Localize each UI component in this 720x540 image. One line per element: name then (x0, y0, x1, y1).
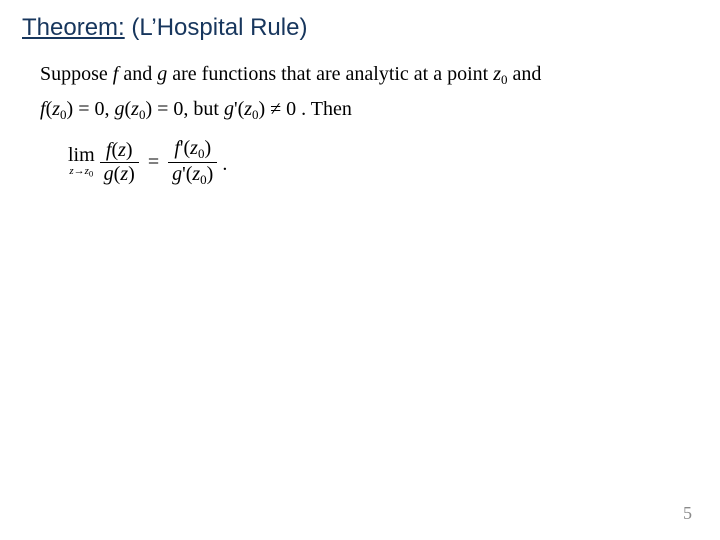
frac-left-num: f(z) (100, 140, 139, 163)
var-f: f (113, 63, 119, 85)
lim-sub: z→z0 (68, 166, 95, 178)
theorem-body: Suppose f and g are functions that are a… (22, 60, 698, 186)
limit-operator: lim z→z0 (68, 145, 95, 178)
var-z3: z (131, 98, 139, 120)
txt-rest1: are functions that are analytic at a poi… (172, 63, 493, 85)
fl-g: g (104, 163, 114, 185)
fl-rp2: ) (128, 163, 135, 185)
fl-rp: ) (126, 139, 133, 161)
frac-right: f'(z0) g'(z0) (168, 138, 217, 186)
frac-right-den: g'(z0) (168, 163, 217, 187)
sub-0a: 0 (501, 72, 508, 87)
txt-gz0: ) = 0, but (145, 98, 224, 120)
equals-sign: = (148, 148, 159, 176)
fr-rp: ) (204, 137, 211, 159)
eq-period: . (222, 150, 227, 178)
page-number: 5 (683, 503, 692, 524)
fr-z: z (190, 137, 198, 159)
txt-and1: and (123, 63, 157, 85)
fr-z2: z (192, 163, 200, 185)
title-underlined: Theorem: (22, 14, 125, 41)
fl-z: z (118, 139, 126, 161)
lim-sub0: 0 (89, 169, 93, 179)
fr-g: g (172, 163, 182, 185)
lim-arrow: z→z (69, 165, 89, 177)
line-hypotheses: f(z0) = 0, g(z0) = 0, but g'(z0) ≠ 0 . T… (40, 95, 698, 124)
fr-rp2: ) (207, 163, 214, 185)
fl-z2: z (120, 163, 128, 185)
txt-gpr: ) ≠ 0 . Then (259, 98, 352, 120)
frac-left-den: g(z) (100, 163, 139, 185)
var-g2: g (114, 98, 124, 120)
var-z4: z (244, 98, 252, 120)
txt-and2: and (513, 63, 542, 85)
txt-suppose: Suppose (40, 63, 113, 85)
line-suppose: Suppose f and g are functions that are a… (40, 60, 698, 89)
var-g: g (157, 63, 167, 85)
var-z: z (493, 63, 501, 85)
slide-title: Theorem: (L’Hospital Rule) (22, 14, 698, 42)
frac-left: f(z) g(z) (100, 140, 139, 185)
txt-fz0: ) = 0, (67, 98, 115, 120)
frac-right-num: f'(z0) (168, 138, 217, 163)
var-z2: z (52, 98, 60, 120)
var-g3: g (224, 98, 234, 120)
lim-word: lim (68, 145, 95, 165)
title-rest: (L’Hospital Rule) (125, 14, 308, 41)
equation-limit: lim z→z0 f(z) g(z) = f'(z0) g'(z0) . (40, 138, 698, 186)
